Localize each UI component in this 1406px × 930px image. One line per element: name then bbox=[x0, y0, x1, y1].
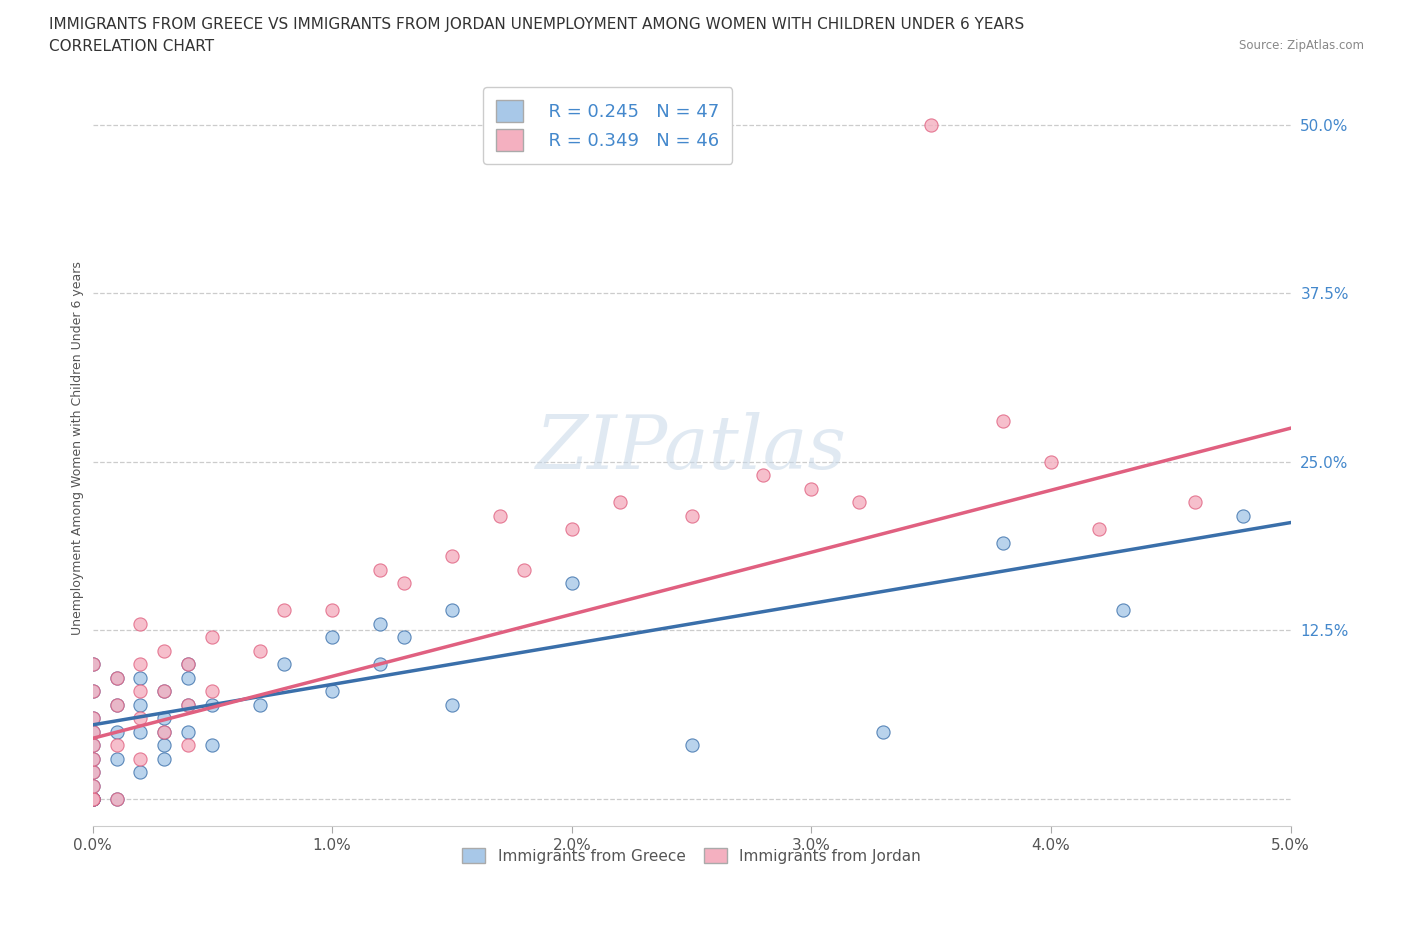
Point bbox=[681, 737, 703, 752]
Point bbox=[129, 711, 152, 725]
Point bbox=[153, 737, 176, 752]
Point bbox=[920, 117, 942, 132]
Point bbox=[273, 603, 295, 618]
Point bbox=[82, 684, 104, 698]
Point bbox=[991, 536, 1014, 551]
Point bbox=[489, 509, 512, 524]
Text: ZIPatlas: ZIPatlas bbox=[536, 412, 846, 485]
Point bbox=[82, 764, 104, 779]
Point bbox=[177, 657, 200, 671]
Point bbox=[177, 724, 200, 739]
Point bbox=[105, 698, 128, 712]
Point bbox=[105, 671, 128, 685]
Point bbox=[440, 549, 463, 564]
Text: Source: ZipAtlas.com: Source: ZipAtlas.com bbox=[1239, 39, 1364, 52]
Point bbox=[153, 751, 176, 766]
Point bbox=[82, 751, 104, 766]
Point bbox=[82, 684, 104, 698]
Legend: Immigrants from Greece, Immigrants from Jordan: Immigrants from Greece, Immigrants from … bbox=[454, 840, 928, 871]
Point bbox=[991, 414, 1014, 429]
Point bbox=[368, 563, 391, 578]
Point bbox=[129, 724, 152, 739]
Point bbox=[105, 737, 128, 752]
Point bbox=[321, 684, 343, 698]
Point bbox=[1088, 522, 1111, 537]
Point bbox=[321, 603, 343, 618]
Point bbox=[82, 711, 104, 725]
Point bbox=[129, 751, 152, 766]
Point bbox=[153, 684, 176, 698]
Point bbox=[609, 495, 631, 510]
Point bbox=[153, 711, 176, 725]
Point bbox=[129, 657, 152, 671]
Point bbox=[129, 764, 152, 779]
Point bbox=[368, 617, 391, 631]
Point bbox=[82, 737, 104, 752]
Point bbox=[105, 751, 128, 766]
Point bbox=[177, 657, 200, 671]
Point bbox=[440, 603, 463, 618]
Point bbox=[82, 778, 104, 793]
Point bbox=[1232, 509, 1254, 524]
Point bbox=[153, 644, 176, 658]
Point bbox=[872, 724, 894, 739]
Point bbox=[392, 576, 415, 591]
Point bbox=[177, 737, 200, 752]
Point bbox=[153, 724, 176, 739]
Point bbox=[82, 657, 104, 671]
Point bbox=[440, 698, 463, 712]
Point bbox=[153, 684, 176, 698]
Point bbox=[153, 724, 176, 739]
Point bbox=[82, 778, 104, 793]
Point bbox=[1040, 455, 1063, 470]
Point bbox=[321, 630, 343, 644]
Point bbox=[82, 724, 104, 739]
Point bbox=[1112, 603, 1135, 618]
Point bbox=[82, 791, 104, 806]
Point bbox=[800, 482, 823, 497]
Point bbox=[177, 671, 200, 685]
Point bbox=[82, 791, 104, 806]
Point bbox=[82, 791, 104, 806]
Point bbox=[681, 509, 703, 524]
Point bbox=[249, 698, 271, 712]
Point bbox=[82, 751, 104, 766]
Point bbox=[105, 791, 128, 806]
Point bbox=[82, 791, 104, 806]
Y-axis label: Unemployment Among Women with Children Under 6 years: Unemployment Among Women with Children U… bbox=[72, 261, 84, 635]
Point bbox=[129, 671, 152, 685]
Point bbox=[82, 711, 104, 725]
Point bbox=[129, 698, 152, 712]
Point bbox=[82, 791, 104, 806]
Point bbox=[752, 468, 775, 483]
Point bbox=[513, 563, 536, 578]
Point bbox=[177, 698, 200, 712]
Point bbox=[201, 684, 224, 698]
Point bbox=[392, 630, 415, 644]
Text: IMMIGRANTS FROM GREECE VS IMMIGRANTS FROM JORDAN UNEMPLOYMENT AMONG WOMEN WITH C: IMMIGRANTS FROM GREECE VS IMMIGRANTS FRO… bbox=[49, 17, 1025, 32]
Point bbox=[201, 630, 224, 644]
Point bbox=[82, 737, 104, 752]
Point bbox=[848, 495, 870, 510]
Point bbox=[105, 671, 128, 685]
Point bbox=[105, 791, 128, 806]
Point bbox=[249, 644, 271, 658]
Point bbox=[82, 724, 104, 739]
Point bbox=[201, 737, 224, 752]
Point bbox=[561, 576, 583, 591]
Point bbox=[129, 684, 152, 698]
Point bbox=[129, 617, 152, 631]
Point bbox=[82, 791, 104, 806]
Point bbox=[561, 522, 583, 537]
Point bbox=[105, 724, 128, 739]
Point bbox=[82, 657, 104, 671]
Point bbox=[368, 657, 391, 671]
Point bbox=[201, 698, 224, 712]
Point bbox=[273, 657, 295, 671]
Text: CORRELATION CHART: CORRELATION CHART bbox=[49, 39, 214, 54]
Point bbox=[1184, 495, 1206, 510]
Point bbox=[177, 698, 200, 712]
Point bbox=[82, 764, 104, 779]
Point bbox=[105, 698, 128, 712]
